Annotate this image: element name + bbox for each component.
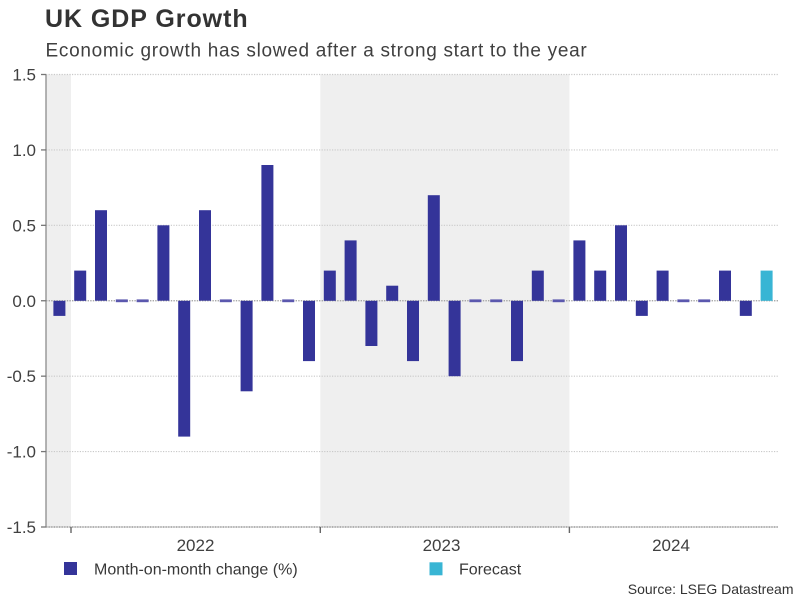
- svg-text:2023: 2023: [423, 536, 461, 555]
- svg-text:0.0: 0.0: [12, 292, 36, 311]
- svg-text:-0.5: -0.5: [7, 367, 36, 386]
- svg-text:2022: 2022: [177, 536, 215, 555]
- svg-text:1.0: 1.0: [12, 141, 36, 160]
- svg-text:-1.5: -1.5: [7, 518, 36, 537]
- svg-text:1.5: 1.5: [12, 66, 36, 85]
- svg-text:2024: 2024: [652, 536, 690, 555]
- svg-text:Economic growth has slowed aft: Economic growth has slowed after a stron…: [46, 40, 588, 61]
- svg-text:Forecast: Forecast: [459, 562, 522, 579]
- svg-text:-1.0: -1.0: [7, 443, 36, 462]
- svg-text:UK GDP Growth: UK GDP Growth: [45, 5, 249, 33]
- svg-text:Source: LSEG Datastream: Source: LSEG Datastream: [628, 581, 794, 597]
- svg-text:Month-on-month change (%): Month-on-month change (%): [94, 562, 298, 579]
- svg-text:0.5: 0.5: [12, 216, 36, 235]
